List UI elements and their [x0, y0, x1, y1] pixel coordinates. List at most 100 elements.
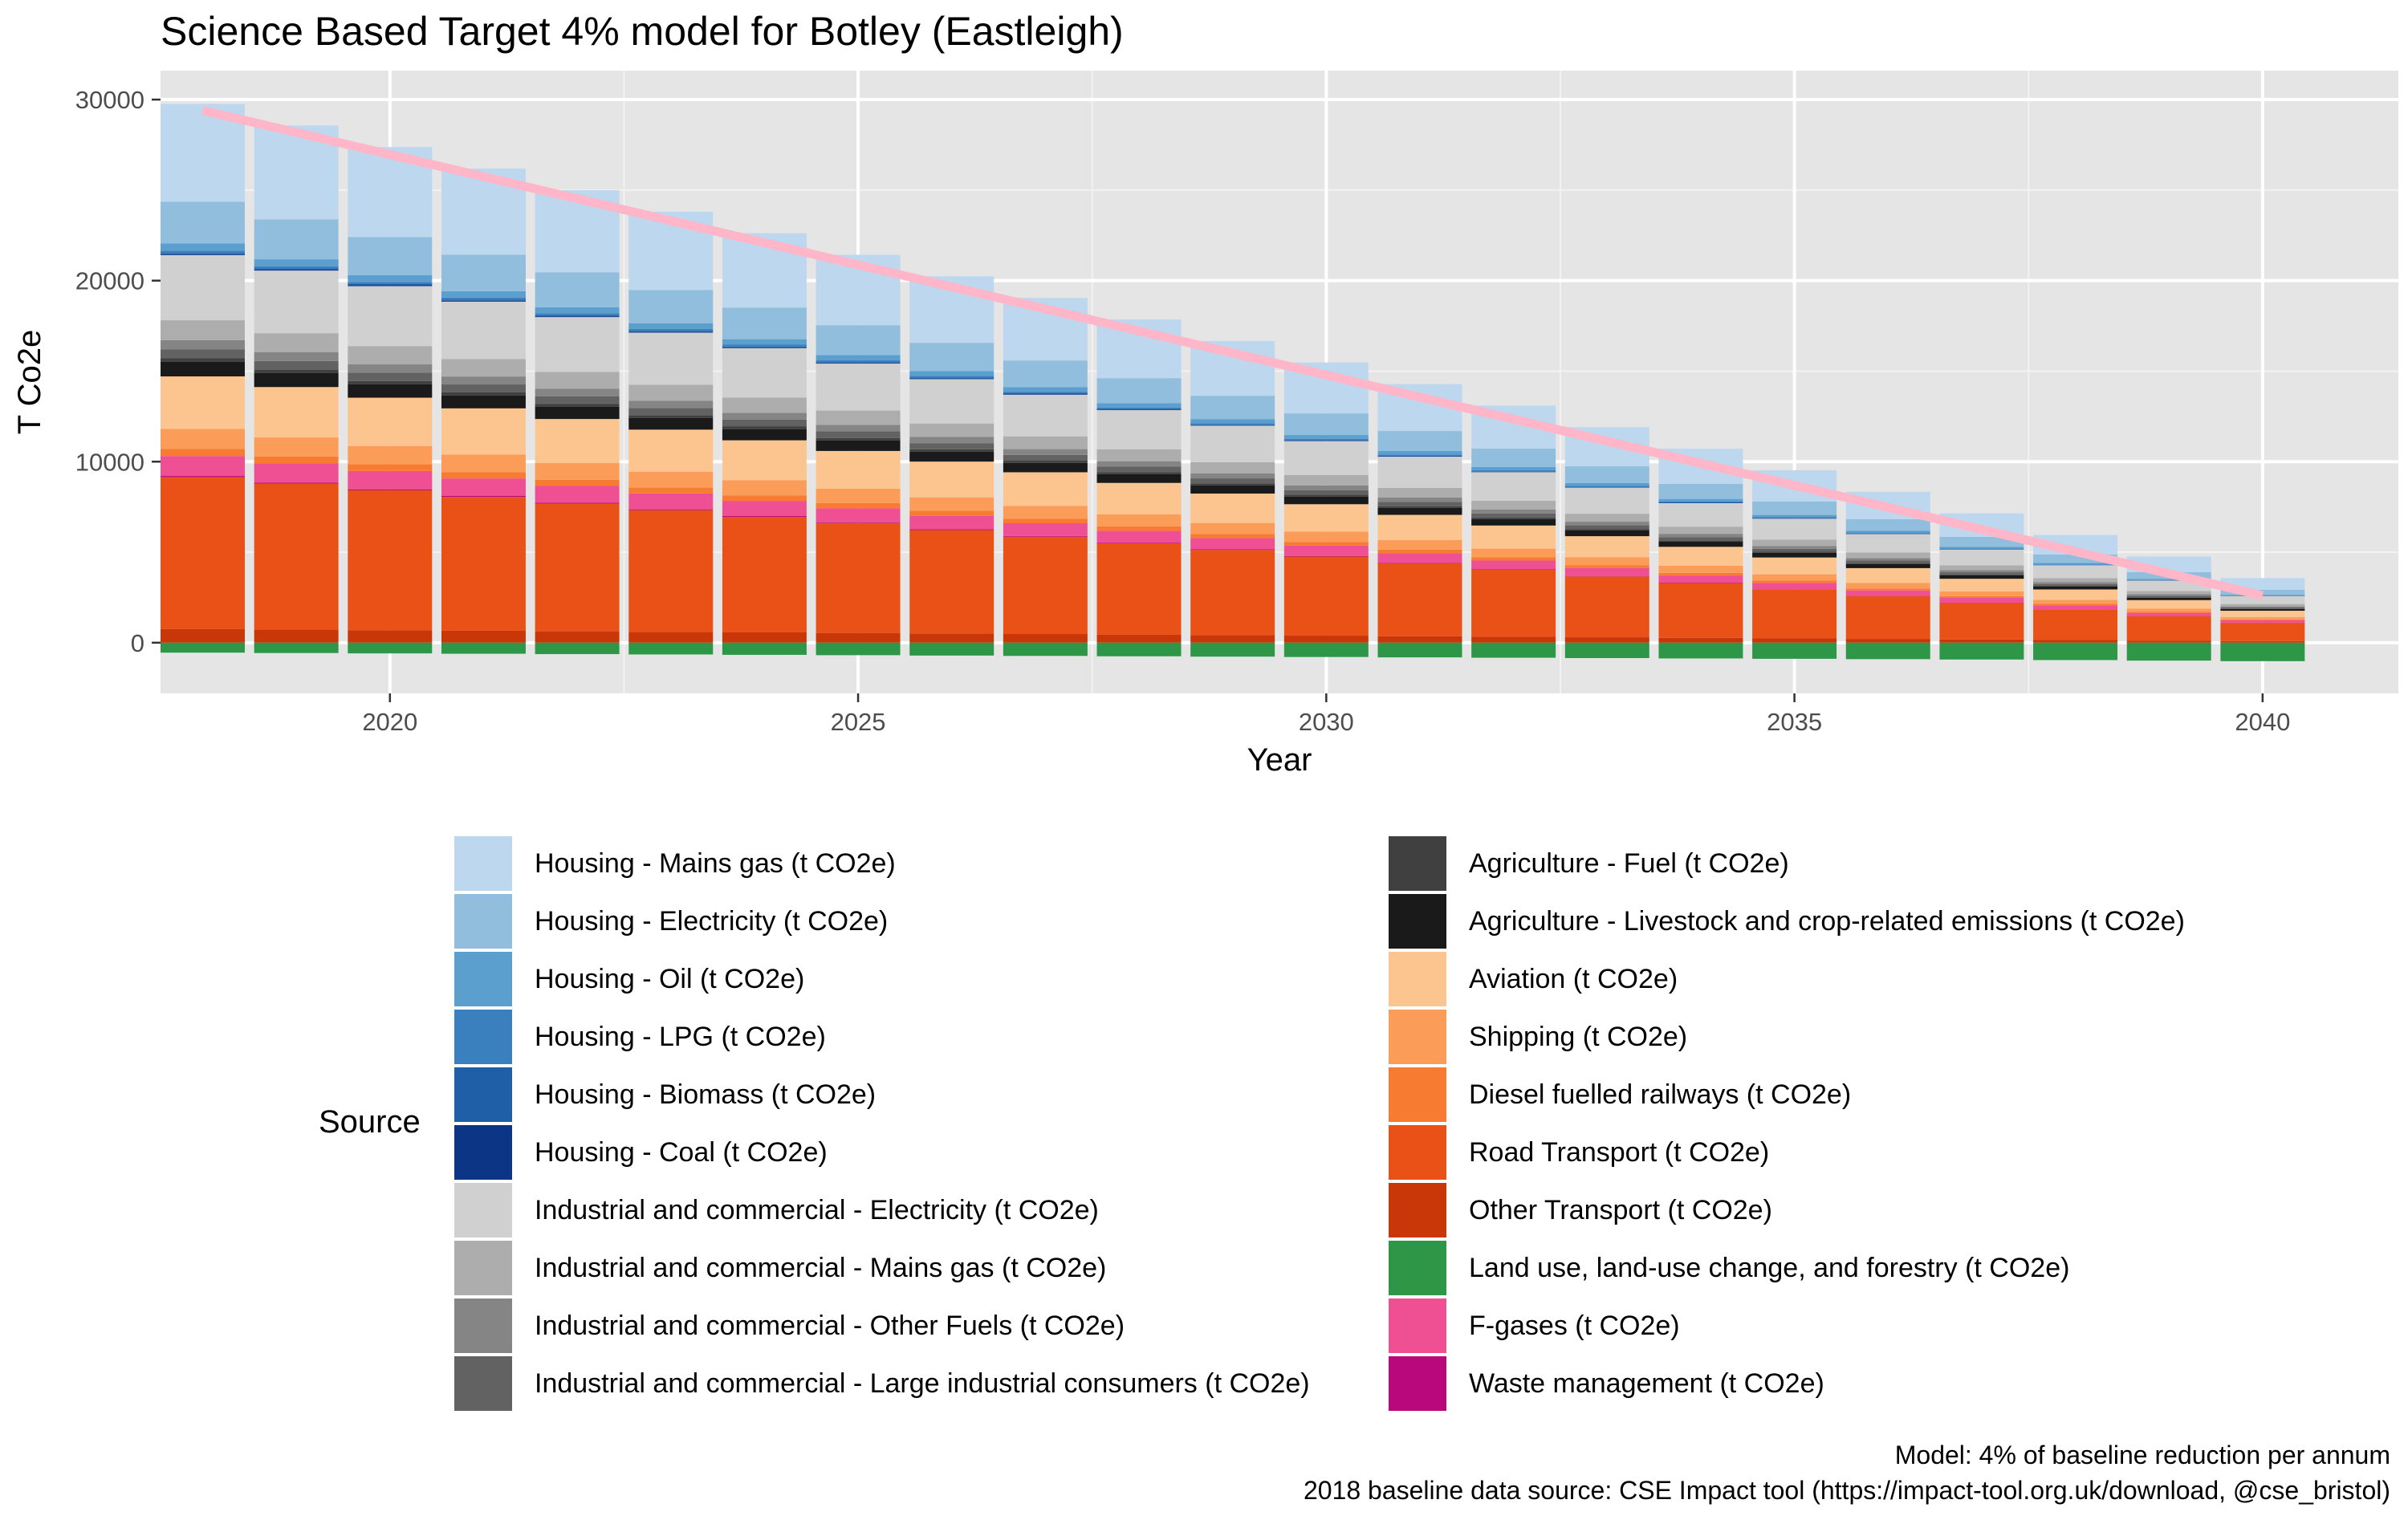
legend-item: Road Transport (t CO2e) [1389, 1124, 1769, 1181]
caption-model: Model: 4% of baseline reduction per annu… [1894, 1441, 2390, 1469]
bar-segment: 2028 Road Transport (t CO2e) [1096, 543, 1182, 635]
legend-label: Agriculture - Livestock and crop-related… [1469, 905, 2185, 937]
bar-segment: 2019 Industrial and commercial - Mains g… [254, 333, 339, 352]
bar-segment: 2033 Housing - Oil (t CO2e) [1564, 482, 1649, 486]
bar-segment: 2036 Housing - Electricity (t CO2e) [1845, 518, 1930, 531]
bar-segment: 2021 Industrial and commercial - Electri… [441, 301, 526, 360]
bar-segment: 2026 Other Transport (t CO2e) [909, 633, 995, 643]
bar-segment: 2033 Industrial and commercial - Electri… [1564, 487, 1649, 514]
bar-segment-negative [1377, 642, 1462, 658]
bar-segment: 2025 Waste management (t CO2e) [816, 522, 901, 524]
bar-segment: 2026 Housing - Electricity (t CO2e) [909, 343, 995, 372]
y-tick-label: 0 [131, 629, 144, 657]
bar-segment: 2025 F-gases (t CO2e) [816, 508, 901, 523]
bar-segment: 2025 Industrial and commercial - Other F… [816, 425, 901, 432]
bar-segment: 2022 Agriculture - Livestock and crop-re… [535, 406, 620, 420]
bar-segment: 2033 Other Transport (t CO2e) [1564, 637, 1649, 643]
bar-segment: 2023 F-gases (t CO2e) [628, 493, 714, 510]
legend-key-swatch [1389, 1010, 1446, 1064]
bar-segment: 2032 Agriculture - Fuel (t CO2e) [1471, 517, 1556, 519]
bar-segment: 2024 Shipping (t CO2e) [722, 480, 807, 496]
bar-segment: 2040 Other Transport (t CO2e) [2220, 640, 2305, 643]
bar-segment: 2039 Industrial and commercial - Other F… [2126, 594, 2211, 596]
bar-segment: 2029 Industrial and commercial - Other F… [1190, 473, 1275, 479]
bar-segment: 2018 Industrial and commercial - Large i… [161, 349, 245, 359]
bar-segment: 2021 F-gases (t CO2e) [441, 478, 526, 497]
bar-segment: 2036 Industrial and commercial - Mains g… [1845, 552, 1930, 559]
bar-segment: 2035 Aviation (t CO2e) [1752, 557, 1837, 575]
legend: Housing - Mains gas (t CO2e) Housing - El… [454, 835, 2300, 1412]
bar-segment: 2020 Housing - Biomass (t CO2e) [348, 284, 433, 286]
bar-segment: 2022 Industrial and commercial - Other F… [535, 388, 620, 396]
bar-segment: 2038 Industrial and commercial - Large i… [2033, 583, 2118, 586]
bar-segment: 2025 Housing - Electricity (t CO2e) [816, 325, 901, 356]
bar-segment: 2023 Housing - LPG (t CO2e) [628, 328, 714, 331]
bar-segment: 2027 Aviation (t CO2e) [1003, 472, 1088, 506]
bar-segment: 2033 Waste management (t CO2e) [1564, 575, 1649, 577]
bar-segment: 2034 Industrial and commercial - Large i… [1658, 537, 1743, 541]
bar-segment: 2029 Waste management (t CO2e) [1190, 549, 1275, 551]
bar-segment: 2026 Road Transport (t CO2e) [909, 530, 995, 634]
bar-segment: 2037 Shipping (t CO2e) [1939, 591, 2024, 596]
x-tick-label: 2030 [1299, 708, 1354, 736]
legend-label: Diesel fuelled railways (t CO2e) [1469, 1079, 1852, 1110]
bar-segment: 2037 Aviation (t CO2e) [1939, 579, 2024, 591]
bar-segment: 2020 Aviation (t CO2e) [348, 397, 433, 446]
bar-segment: 2032 Industrial and commercial - Other F… [1471, 509, 1556, 514]
bar-segment: 2028 Other Transport (t CO2e) [1096, 634, 1182, 643]
bar-segment: 2029 Road Transport (t CO2e) [1190, 550, 1275, 636]
bar-segment: 2030 F-gases (t CO2e) [1283, 545, 1369, 556]
bar-segment: 2030 Industrial and commercial - Electri… [1283, 441, 1369, 475]
legend-key-swatch [1389, 952, 1446, 1006]
bar-segment: 2036 Shipping (t CO2e) [1845, 583, 1930, 589]
bar-segment: 2027 Industrial and commercial - Electri… [1003, 394, 1088, 437]
target-line [201, 106, 2264, 600]
bar-segment: 2036 Industrial and commercial - Other F… [1845, 558, 1930, 561]
y-tick-label: 10000 [75, 448, 144, 476]
bar-segment: 2024 F-gases (t CO2e) [722, 501, 807, 516]
bar-segment: 2018 Shipping (t CO2e) [161, 429, 245, 449]
bar-segment: 2030 Waste management (t CO2e) [1283, 555, 1369, 557]
bar-segment: 2032 Housing - Oil (t CO2e) [1471, 466, 1556, 470]
bar-segment-negative [2033, 642, 2118, 660]
bar-segment: 2036 Diesel fuelled railways (t CO2e) [1845, 588, 1930, 591]
bar-segment-negative [1845, 642, 1930, 660]
x-tick-label: 2020 [362, 708, 417, 736]
legend-key-swatch [1389, 1356, 1446, 1411]
bar-segment: 2022 Road Transport (t CO2e) [535, 503, 620, 632]
legend-item: F-gases (t CO2e) [1389, 1297, 1680, 1355]
legend-key-swatch [454, 1356, 512, 1411]
bar-segment: 2040 Agriculture - Fuel (t CO2e) [2220, 608, 2305, 609]
bar-segment: 2018 Industrial and commercial - Mains g… [161, 320, 245, 340]
bar-segment: 2031 Housing - Oil (t CO2e) [1377, 450, 1462, 455]
bar-segment: 2037 F-gases (t CO2e) [1939, 598, 2024, 603]
legend-item: Housing - Coal (t CO2e) [454, 1124, 828, 1181]
bar-segment: 2029 Diesel fuelled railways (t CO2e) [1190, 534, 1275, 538]
legend-label: Land use, land-use change, and forestry … [1469, 1252, 2070, 1283]
bar-segment: 2032 F-gases (t CO2e) [1471, 560, 1556, 570]
bar-segment: 2031 Industrial and commercial - Other F… [1377, 497, 1462, 502]
bar-segment: 2026 Housing - Biomass (t CO2e) [909, 377, 995, 379]
legend-item: Shipping (t CO2e) [1389, 1008, 1687, 1066]
bar-segment: 2036 Housing - Oil (t CO2e) [1845, 530, 1930, 534]
bar-segment: 2029 Industrial and commercial - Electri… [1190, 425, 1275, 462]
legend-label: Waste management (t CO2e) [1469, 1368, 1824, 1399]
legend-label: Road Transport (t CO2e) [1469, 1136, 1770, 1168]
bar-segment: 2037 Diesel fuelled railways (t CO2e) [1939, 595, 2024, 599]
bar-segment: 2034 Housing - Electricity (t CO2e) [1658, 484, 1743, 499]
legend-key-swatch [1389, 1067, 1446, 1122]
bar-segment: 2024 Housing - Oil (t CO2e) [722, 339, 807, 345]
bar-segment: 2030 Housing - LPG (t CO2e) [1283, 438, 1369, 441]
bar-segment: 2035 Housing - Electricity (t CO2e) [1752, 501, 1837, 515]
legend-item: Aviation (t CO2e) [1389, 950, 1678, 1008]
legend-item: Housing - Mains gas (t CO2e) [454, 835, 896, 892]
bar-segment: 2018 F-gases (t CO2e) [161, 456, 245, 477]
bar-segment: 2019 Industrial and commercial - Large i… [254, 360, 339, 370]
legend-item: Agriculture - Fuel (t CO2e) [1389, 835, 1789, 892]
legend-key-swatch [454, 1067, 512, 1122]
bar-segment: 2034 Other Transport (t CO2e) [1658, 637, 1743, 643]
bar-segment: 2029 F-gases (t CO2e) [1190, 538, 1275, 550]
bar-segment: 2038 Housing - Electricity (t CO2e) [2033, 554, 2118, 563]
bar-segment: 2019 Diesel fuelled railways (t CO2e) [254, 456, 339, 464]
